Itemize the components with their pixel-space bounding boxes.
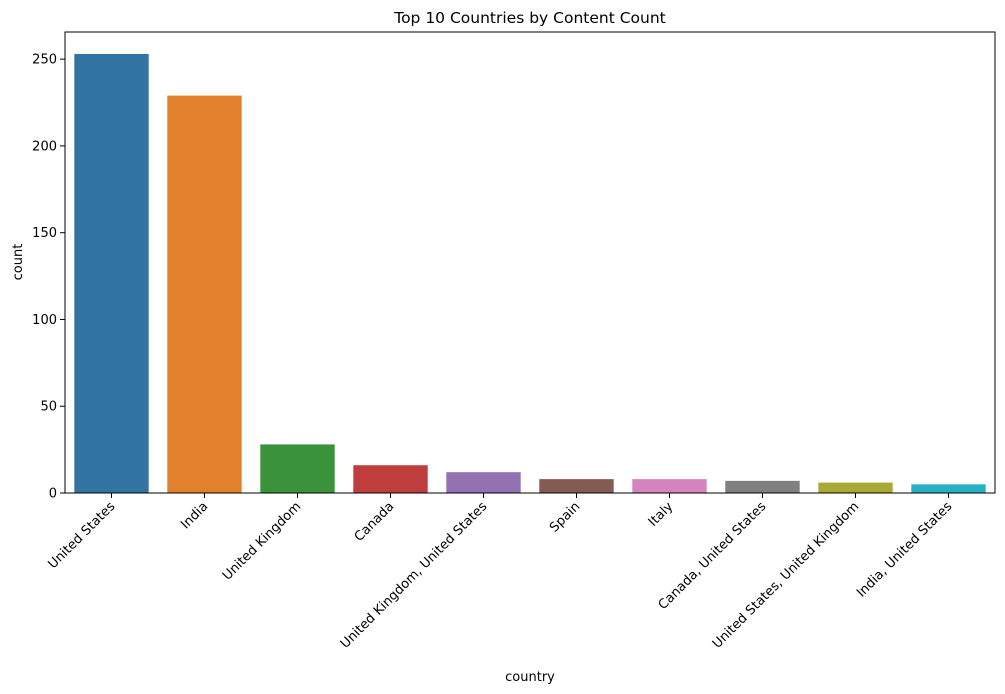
chart-title: Top 10 Countries by Content Count	[393, 9, 666, 27]
y-tick-label-5: 250	[32, 53, 57, 68]
y-tick-label-2: 100	[32, 313, 57, 328]
bar-3	[353, 465, 428, 493]
y-axis-title: count	[11, 244, 26, 281]
plot-frame	[64, 31, 996, 494]
x-axis: United States India United Kingdom CanadaUn…	[45, 493, 955, 652]
bar-7	[725, 480, 800, 493]
x-tick-label-4: United Kingdom, United States	[338, 499, 491, 652]
y-axis: 0 50 100 150 200 250	[32, 53, 65, 502]
x-tick-label-6: Italy	[646, 499, 677, 530]
x-tick-label-9: India, United States	[854, 499, 955, 600]
y-tick-label-1: 50	[40, 400, 57, 415]
bar-0	[74, 53, 149, 493]
x-tick-label-1: India	[178, 499, 211, 532]
y-tick-label-3: 150	[32, 226, 57, 241]
bar-4	[446, 472, 521, 493]
y-tick-label-4: 200	[32, 139, 57, 154]
x-tick-label-3: Canada	[352, 499, 398, 545]
x-tick-label-8: United States, United Kingdom	[710, 499, 862, 651]
bars-group	[74, 53, 986, 493]
x-tick-label-0: United States	[45, 499, 118, 572]
bar-2	[260, 444, 335, 493]
x-tick-label-2: United Kingdom	[220, 499, 304, 583]
x-tick-label-7: Canada, United States	[656, 499, 770, 613]
bar-1	[167, 95, 242, 493]
x-axis-title: country	[505, 670, 555, 685]
y-tick-label-0: 0	[49, 487, 57, 502]
x-tick-label-5: Spain	[547, 499, 583, 535]
bar-5	[539, 479, 614, 493]
bar-8	[818, 482, 893, 493]
bar-6	[632, 479, 707, 493]
bar-9	[911, 484, 986, 493]
